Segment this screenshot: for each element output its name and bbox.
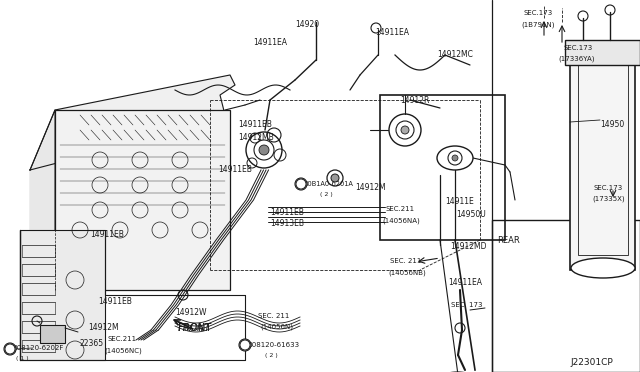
Bar xyxy=(578,65,628,255)
Text: B: B xyxy=(241,340,245,345)
Text: 14912R: 14912R xyxy=(400,96,429,105)
Text: 14911EB: 14911EB xyxy=(90,230,124,239)
Bar xyxy=(492,220,640,372)
Bar xyxy=(55,110,230,290)
Text: REAR: REAR xyxy=(497,236,520,245)
Circle shape xyxy=(4,343,16,355)
Text: B: B xyxy=(5,344,9,349)
Text: 14912M: 14912M xyxy=(355,183,386,192)
Circle shape xyxy=(240,340,250,350)
Text: SEC. 173: SEC. 173 xyxy=(451,302,483,308)
Ellipse shape xyxy=(437,146,473,170)
Text: FRONT: FRONT xyxy=(178,323,211,333)
Text: SEC.173: SEC.173 xyxy=(523,10,552,16)
Text: 14911E: 14911E xyxy=(445,197,474,206)
Text: SEC.211: SEC.211 xyxy=(108,336,137,342)
Text: B: B xyxy=(7,344,12,349)
Text: (14056NB): (14056NB) xyxy=(388,269,426,276)
Text: 14911EB: 14911EB xyxy=(238,120,272,129)
Text: 14912M: 14912M xyxy=(88,323,118,332)
Text: 14911EB: 14911EB xyxy=(218,165,252,174)
Text: B: B xyxy=(296,179,300,184)
Text: (17335X): (17335X) xyxy=(592,196,625,202)
Circle shape xyxy=(452,155,458,161)
Text: (14056NA): (14056NA) xyxy=(382,217,420,224)
Text: 14950: 14950 xyxy=(600,120,624,129)
Circle shape xyxy=(401,126,409,134)
Circle shape xyxy=(259,145,269,155)
Text: 14912MD: 14912MD xyxy=(450,242,486,251)
Text: SEC. 211: SEC. 211 xyxy=(258,313,289,319)
Text: SEC.173: SEC.173 xyxy=(563,45,592,51)
Text: SEC.211: SEC.211 xyxy=(385,206,414,212)
Text: 14911EA: 14911EA xyxy=(448,278,482,287)
Text: FRONT: FRONT xyxy=(178,323,211,333)
Bar xyxy=(565,40,640,65)
Text: (17336YA): (17336YA) xyxy=(558,56,595,62)
Bar xyxy=(570,50,635,270)
Text: SEC.173: SEC.173 xyxy=(594,185,623,191)
Text: B08120-61633: B08120-61633 xyxy=(247,342,299,348)
Text: B: B xyxy=(240,340,244,345)
Text: 14912MB: 14912MB xyxy=(238,133,274,142)
Text: ( 2 ): ( 2 ) xyxy=(320,192,333,197)
Text: B08120-6202F: B08120-6202F xyxy=(12,345,63,351)
Bar xyxy=(380,95,505,240)
Text: 22365: 22365 xyxy=(80,339,104,348)
Text: 14912W: 14912W xyxy=(175,308,207,317)
Text: 14911EA: 14911EA xyxy=(375,28,409,37)
Text: 14911EA: 14911EA xyxy=(253,38,287,47)
Text: ( 2 ): ( 2 ) xyxy=(265,353,278,358)
Bar xyxy=(40,325,65,343)
Polygon shape xyxy=(30,75,235,170)
Text: 14911EB: 14911EB xyxy=(270,208,304,217)
Text: (14056N): (14056N) xyxy=(260,324,293,330)
Text: B0B1A0-6201A: B0B1A0-6201A xyxy=(303,181,353,187)
Circle shape xyxy=(331,174,339,182)
Text: ( 1 ): ( 1 ) xyxy=(16,356,29,361)
Text: 14912MC: 14912MC xyxy=(437,50,473,59)
Circle shape xyxy=(295,178,307,190)
Text: 14913EB: 14913EB xyxy=(270,219,304,228)
Text: B: B xyxy=(298,179,302,184)
Text: 14950U: 14950U xyxy=(456,210,486,219)
Text: SEC. 211: SEC. 211 xyxy=(390,258,421,264)
Text: 14911EB: 14911EB xyxy=(98,297,132,306)
Text: (14056NC): (14056NC) xyxy=(104,347,141,353)
Circle shape xyxy=(296,179,306,189)
Circle shape xyxy=(239,339,251,351)
Circle shape xyxy=(5,344,15,354)
Text: (1B791N): (1B791N) xyxy=(521,21,554,28)
Polygon shape xyxy=(30,110,55,360)
Text: 14920: 14920 xyxy=(295,20,319,29)
Bar xyxy=(20,230,105,360)
Ellipse shape xyxy=(571,258,635,278)
Text: J22301CP: J22301CP xyxy=(570,358,612,367)
